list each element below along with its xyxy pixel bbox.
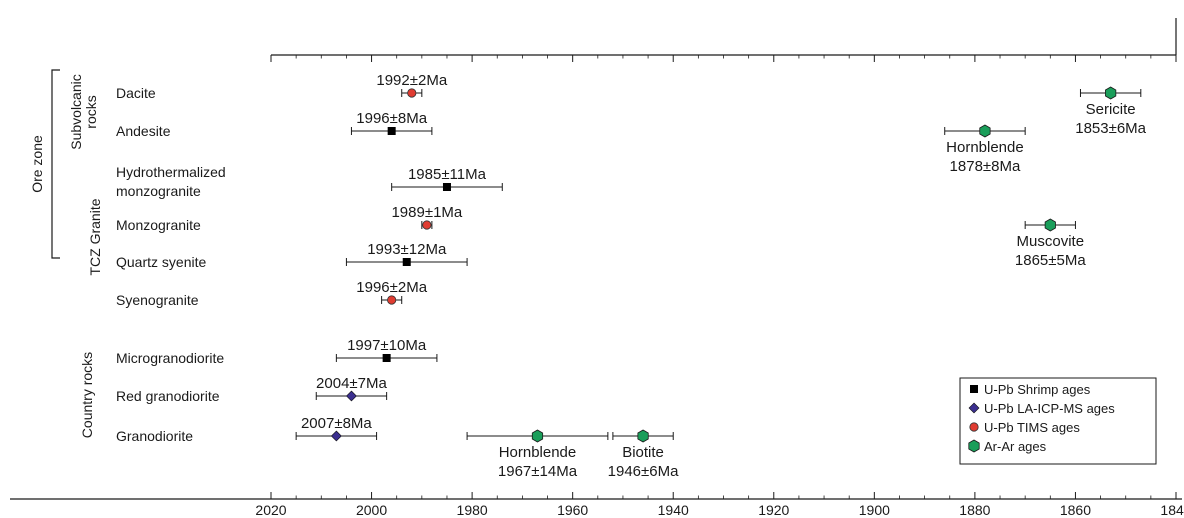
legend-label: U-Pb Shrimp ages xyxy=(984,382,1091,397)
age-label: 1989±1Ma xyxy=(391,204,462,221)
group-label-subvolcanic-rocks: Subvolcanicrocks xyxy=(68,74,99,150)
data-marker xyxy=(387,295,397,305)
row-label: Monzogranite xyxy=(116,217,201,233)
age-label: 1878±8Ma xyxy=(950,158,1021,175)
row-label: Granodiorite xyxy=(116,428,193,444)
x-tick-label: 2020 xyxy=(255,502,286,518)
age-label: 1992±2Ma xyxy=(376,72,447,89)
legend-label: Ar-Ar ages xyxy=(984,439,1047,454)
age-label: 1985±11Ma xyxy=(408,166,487,183)
x-tick-label: 1980 xyxy=(457,502,488,518)
data-point: 1996±8Ma xyxy=(350,110,433,135)
data-marker xyxy=(382,354,391,362)
mineral-label: Muscovite xyxy=(1017,233,1085,250)
age-label: 1996±2Ma xyxy=(356,279,427,296)
x-tick-label: 1840 xyxy=(1160,502,1184,518)
data-marker xyxy=(1044,218,1056,232)
data-point: Sericite 1853±6Ma xyxy=(1075,86,1147,137)
row-label: Andesite xyxy=(116,123,171,139)
data-marker xyxy=(330,430,342,442)
age-label: 2007±8Ma xyxy=(301,415,372,432)
age-label: 1996±8Ma xyxy=(356,110,427,127)
data-point: 2007±8Ma xyxy=(295,415,378,442)
data-point: 1996±2Ma xyxy=(356,279,428,305)
legend-marker xyxy=(969,422,979,432)
row-label: Dacite xyxy=(116,85,156,101)
data-marker xyxy=(1105,86,1117,100)
data-marker xyxy=(407,88,417,98)
x-tick-label: 1900 xyxy=(859,502,890,518)
data-marker xyxy=(442,183,451,191)
legend-label: U-Pb TIMS ages xyxy=(984,420,1080,435)
x-tick-label: 1920 xyxy=(758,502,789,518)
row-label: Hydrothermalized monzogranite xyxy=(116,164,226,199)
legend-marker xyxy=(968,439,980,453)
legend-item: Ar-Ar ages xyxy=(968,439,1047,454)
age-label: 2004±7Ma xyxy=(316,375,387,392)
legend-item: U-Pb LA-ICP-MS ages xyxy=(968,401,1115,416)
age-label: 1946±6Ma xyxy=(608,463,679,480)
mineral-label: Biotite xyxy=(622,444,664,461)
data-point: 1997±10Ma xyxy=(335,337,438,362)
x-tick-label: 1860 xyxy=(1060,502,1091,518)
data-point: Hornblende 1878±8Ma xyxy=(944,124,1026,175)
legend-box xyxy=(959,377,1157,465)
data-point: 2004±7Ma xyxy=(315,375,387,402)
mineral-label: Sericite xyxy=(1086,101,1136,118)
x-tick-label: 1960 xyxy=(557,502,588,518)
data-marker xyxy=(979,124,991,138)
row-label: Syenogranite xyxy=(116,292,199,308)
row-label: Quartz syenite xyxy=(116,254,206,270)
data-point: Biotite 1946±6Ma xyxy=(608,429,679,480)
ore-zone-bracket xyxy=(51,69,60,259)
legend: U-Pb Shrimp ages U-Pb LA-ICP-MS ages U-Pb … xyxy=(959,377,1157,465)
group-label-country-rocks: Country rocks xyxy=(79,352,95,438)
age-label: 1967±14Ma xyxy=(498,463,578,480)
mineral-label: Hornblende xyxy=(946,139,1024,156)
data-point: 1989±1Ma xyxy=(391,204,463,230)
data-marker xyxy=(402,258,411,266)
mineral-label: Hornblende xyxy=(499,444,577,461)
legend-item: U-Pb Shrimp ages xyxy=(970,382,1091,397)
data-point: 1992±2Ma xyxy=(376,72,448,98)
group-label-ore-zone: Ore zone xyxy=(29,135,45,193)
data-point: 1985±11Ma xyxy=(391,166,503,191)
age-label: 1853±6Ma xyxy=(1075,120,1146,137)
x-tick-label: 1880 xyxy=(959,502,990,518)
legend-marker xyxy=(968,402,980,414)
data-point: Muscovite 1865±5Ma xyxy=(1015,218,1086,269)
x-tick-label: 1940 xyxy=(658,502,689,518)
x-tick-label: 2000 xyxy=(356,502,387,518)
age-label: 1997±10Ma xyxy=(347,337,427,354)
age-label: 1993±12Ma xyxy=(367,241,447,258)
row-label: Red granodiorite xyxy=(116,388,220,404)
data-marker xyxy=(346,390,357,402)
age-label: 1865±5Ma xyxy=(1015,252,1086,269)
data-point: Hornblende 1967±14Ma xyxy=(466,429,609,480)
data-marker xyxy=(422,220,432,230)
legend-item: U-Pb TIMS ages xyxy=(969,420,1080,435)
data-marker xyxy=(637,429,649,443)
data-marker xyxy=(531,429,544,443)
legend-marker xyxy=(970,385,978,393)
legend-label: U-Pb LA-ICP-MS ages xyxy=(984,401,1115,416)
row-label: Microgranodiorite xyxy=(116,350,224,366)
data-marker xyxy=(387,127,396,135)
group-label-tcz-granite: TCZ Granite xyxy=(87,198,103,275)
data-point: 1993±12Ma xyxy=(345,241,468,266)
